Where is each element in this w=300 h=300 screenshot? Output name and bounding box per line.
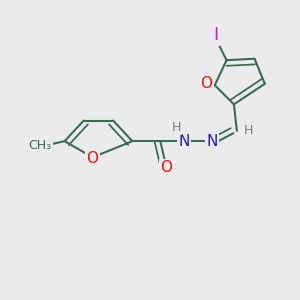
Text: H: H <box>244 124 253 137</box>
Text: O: O <box>87 151 99 166</box>
Text: H: H <box>172 121 181 134</box>
Text: CH₃: CH₃ <box>28 139 52 152</box>
Text: N: N <box>178 134 190 149</box>
Text: I: I <box>214 26 219 44</box>
Text: O: O <box>160 160 172 175</box>
Text: N: N <box>206 134 218 149</box>
Text: O: O <box>200 76 212 91</box>
